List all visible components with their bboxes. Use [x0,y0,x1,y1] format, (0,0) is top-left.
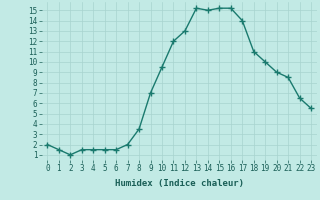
X-axis label: Humidex (Indice chaleur): Humidex (Indice chaleur) [115,179,244,188]
